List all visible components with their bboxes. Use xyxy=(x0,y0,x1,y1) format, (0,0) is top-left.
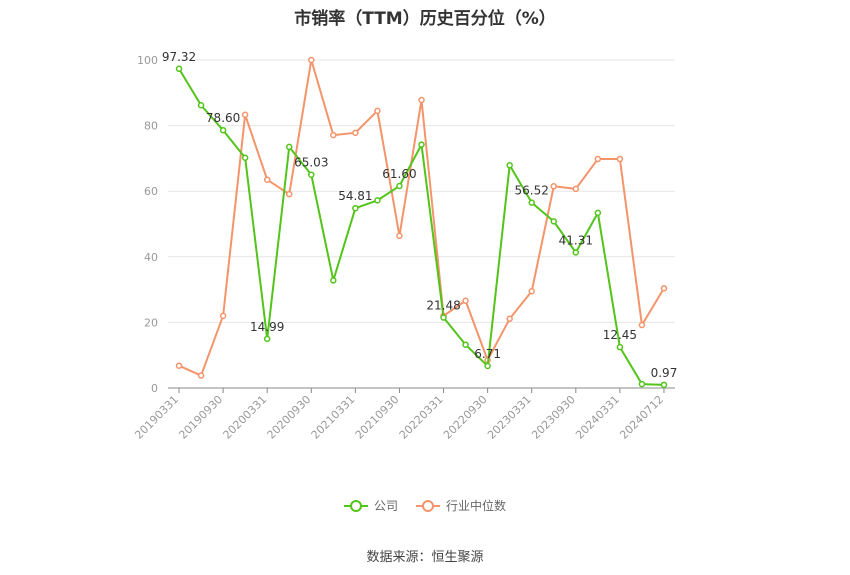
data-point-company xyxy=(484,362,491,370)
legend-swatch-industry-median xyxy=(416,499,440,512)
data-point-industry-median xyxy=(572,185,580,193)
data-point-industry-median xyxy=(263,176,271,183)
data-point-company xyxy=(374,197,381,204)
y-tick-label: 0 xyxy=(151,382,158,395)
y-tick-label: 40 xyxy=(144,251,158,264)
x-tick-label: 20190331 xyxy=(132,393,181,442)
data-label-company: 12.45 xyxy=(603,328,637,342)
data-point-company xyxy=(660,381,668,389)
data-label-company: 0.97 xyxy=(651,366,678,380)
data-point-company xyxy=(572,249,580,256)
data-point-industry-median xyxy=(506,315,513,323)
data-point-industry-median xyxy=(308,56,315,64)
data-label-company: 21.48 xyxy=(426,299,460,313)
data-point-industry-median xyxy=(241,111,249,119)
data-point-company xyxy=(616,343,624,351)
data-point-industry-median xyxy=(418,96,425,104)
chart-title: 市销率（TTM）历史百分位（%） xyxy=(294,9,556,29)
data-point-industry-median xyxy=(330,131,337,139)
data-label-company: 41.31 xyxy=(559,234,593,248)
data-point-industry-median xyxy=(396,232,403,240)
data-label-company: 65.03 xyxy=(294,156,328,170)
data-point-company xyxy=(418,141,425,148)
x-tick-label: 20210930 xyxy=(353,393,402,442)
y-tick-label: 100 xyxy=(137,54,158,67)
data-label-company: 56.52 xyxy=(515,184,549,198)
legend: 公司 行业中位数 xyxy=(0,497,850,514)
data-point-company xyxy=(462,341,469,348)
data-point-industry-median xyxy=(462,297,469,305)
legend-item-industry-median[interactable]: 行业中位数 xyxy=(416,497,506,514)
data-point-company xyxy=(197,102,205,109)
data-label-company: 54.81 xyxy=(338,189,372,203)
data-point-industry-median xyxy=(352,129,359,137)
legend-swatch-company xyxy=(343,499,368,512)
data-point-company xyxy=(285,143,293,151)
data-point-industry-median xyxy=(374,107,381,115)
gridlines xyxy=(168,59,675,323)
data-point-company xyxy=(330,277,337,284)
source-note: 数据来源：恒生聚源 xyxy=(366,550,484,565)
data-point-industry-median xyxy=(197,372,205,379)
legend-label-company: 公司 xyxy=(373,499,398,513)
data-label-company: 61.60 xyxy=(382,167,416,181)
data-point-industry-median xyxy=(175,362,183,369)
data-point-company xyxy=(308,171,315,178)
data-point-company xyxy=(528,199,535,206)
data-point-industry-median xyxy=(219,312,227,320)
x-tick-label: 20240712 xyxy=(617,393,666,442)
data-point-company xyxy=(396,182,403,190)
data-label-company: 78.60 xyxy=(206,111,240,125)
x-tick-label: 20210331 xyxy=(309,393,358,442)
data-label-company: 14.99 xyxy=(250,320,284,334)
data-point-company xyxy=(550,218,558,225)
data-point-company xyxy=(506,162,513,169)
series xyxy=(175,56,668,389)
data-label-company: 97.32 xyxy=(162,50,196,64)
data-point-industry-median xyxy=(660,285,668,292)
data-point-company xyxy=(241,154,249,161)
x-tick-label: 20200331 xyxy=(221,393,270,442)
legend-item-company[interactable]: 公司 xyxy=(343,497,398,514)
data-point-industry-median xyxy=(550,183,558,190)
data-point-company xyxy=(440,314,447,321)
data-point-company xyxy=(594,209,602,217)
x-tick-label: 20230930 xyxy=(529,393,578,442)
data-point-company xyxy=(175,65,183,73)
series-line-company xyxy=(178,68,665,386)
x-tick-label: 20220930 xyxy=(441,393,490,442)
x-tick-label: 20220331 xyxy=(397,393,446,442)
data-point-company xyxy=(638,380,646,388)
y-tick-label: 60 xyxy=(144,185,158,198)
data-point-industry-median xyxy=(638,321,646,329)
x-tick-label: 20190930 xyxy=(176,393,225,442)
data-labels: 97.32 78.60 14.99 65.03 54.81 61.60 21.48 6.71 5… xyxy=(162,50,677,380)
x-tick-label: 20200930 xyxy=(265,393,314,442)
x-tick-label: 20240331 xyxy=(573,393,622,442)
y-tick-label: 80 xyxy=(144,120,158,133)
data-point-industry-median xyxy=(594,155,602,163)
data-point-industry-median xyxy=(285,190,293,198)
data-point-company xyxy=(352,204,359,212)
data-label-company: 6.71 xyxy=(474,347,501,361)
y-tick-label: 20 xyxy=(144,316,158,329)
data-point-company xyxy=(263,335,271,343)
data-point-company xyxy=(219,126,227,134)
legend-label-industry-median: 行业中位数 xyxy=(446,499,507,513)
x-tick-label: 20230331 xyxy=(485,393,534,442)
data-point-industry-median xyxy=(528,287,535,295)
data-point-industry-median xyxy=(616,155,624,163)
